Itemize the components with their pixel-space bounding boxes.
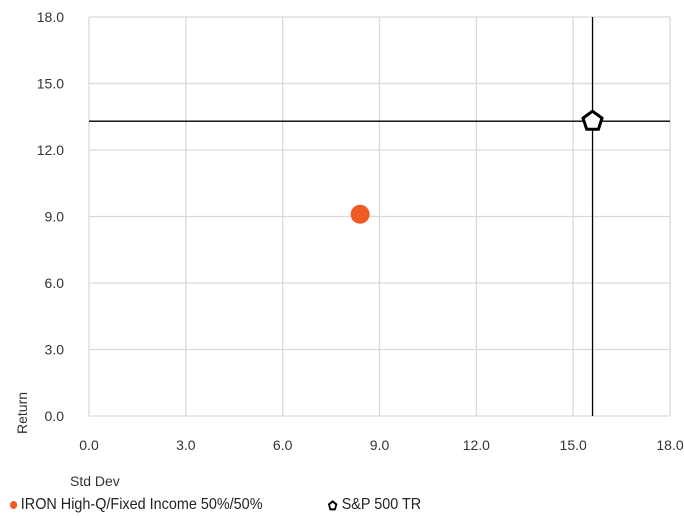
x-tick-label: 6.0 — [273, 437, 293, 453]
x-axis-title: Std Dev — [70, 473, 120, 489]
legend-label-portfolio: IRON High-Q/Fixed Income 50%/50% — [20, 496, 263, 513]
y-tick-label: 15.0 — [37, 76, 64, 92]
x-tick-label: 0.0 — [79, 437, 99, 453]
x-tick-label: 3.0 — [176, 437, 196, 453]
y-tick-label: 0.0 — [45, 408, 65, 424]
x-tick-label: 15.0 — [560, 437, 587, 453]
pentagon-icon — [327, 499, 338, 510]
legend-item-benchmark: S&P 500 TR — [327, 496, 421, 514]
scatter-plot: 0.0 3.0 6.0 9.0 12.0 15.0 18.0 0.0 3.0 6.0 9.0 12.0… — [14, 9, 684, 489]
benchmark-point — [581, 109, 604, 131]
data-points — [350, 109, 604, 224]
orange-circle-icon — [10, 501, 18, 509]
y-tick-label: 18.0 — [37, 9, 64, 25]
x-tick-label: 12.0 — [463, 437, 490, 453]
y-tick-label: 9.0 — [45, 209, 65, 225]
y-tick-label: 12.0 — [37, 142, 64, 158]
legend-label-benchmark: S&P 500 TR — [341, 496, 422, 513]
portfolio-point — [350, 204, 370, 224]
tick-labels: 0.0 3.0 6.0 9.0 12.0 15.0 18.0 0.0 3.0 6.0 9.0 12.0… — [37, 9, 684, 453]
x-tick-label: 18.0 — [656, 437, 683, 453]
legend-item-portfolio: IRON High-Q/Fixed Income 50%/50% — [10, 496, 262, 514]
y-tick-label: 3.0 — [45, 342, 65, 358]
x-tick-label: 9.0 — [370, 437, 390, 453]
legend: IRON High-Q/Fixed Income 50%/50% S&P 500… — [10, 496, 486, 514]
y-tick-label: 6.0 — [45, 275, 65, 291]
grid — [88, 16, 671, 417]
benchmark-crosshair — [89, 17, 670, 416]
y-axis-title: Return — [14, 392, 30, 434]
